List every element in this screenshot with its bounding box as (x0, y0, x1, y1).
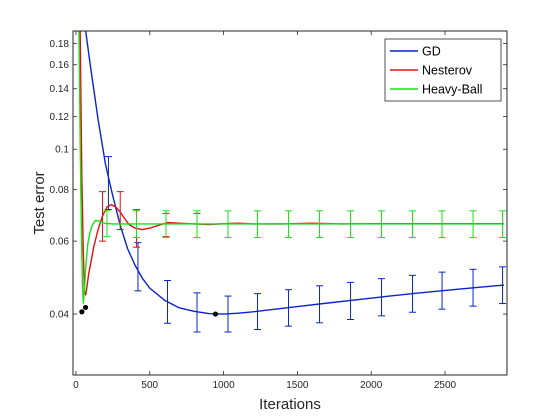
x-tick-label: 500 (141, 380, 158, 391)
y-tick-label: 0.14 (50, 84, 70, 95)
x-tick-label: 2500 (434, 380, 457, 391)
y-tick-label: 0.12 (50, 112, 70, 123)
y-tick-label: 0.04 (50, 310, 70, 321)
x-tick-label: 1500 (286, 380, 309, 391)
axes: 0 500 1000 1500 2000 2500 0.04 0.06 0.08 0.1 0.12 0… (50, 31, 507, 391)
minimum-marker-nesterov (82, 304, 89, 311)
legend: GD Nesterov Heavy-Ball (384, 38, 502, 102)
x-axis-label: Iterations (259, 396, 321, 413)
minimum-marker-heavy-ball (79, 309, 85, 315)
plot-frame (72, 30, 508, 376)
y-tick-label: 0.08 (50, 185, 70, 196)
series-layer (78, 31, 507, 333)
x-tick-label: 0 (73, 380, 79, 391)
y-tick-label: 0.18 (50, 39, 70, 50)
legend-label-heavy-ball: Heavy-Ball (422, 83, 482, 97)
series-line-heavy-ball (78, 31, 505, 304)
y-tick-label: 0.1 (55, 145, 69, 156)
y-axis-label: Test error (31, 171, 48, 234)
legend-label-gd: GD (422, 45, 441, 59)
minimum-marker-gd (212, 311, 219, 317)
y-tick-label: 0.16 (50, 60, 70, 71)
x-tick-label: 2000 (360, 380, 383, 391)
legend-label-nesterov: Nesterov (422, 64, 473, 78)
series-line-gd (84, 31, 505, 315)
x-tick-label: 1000 (212, 380, 235, 391)
series-heavy-ball (78, 31, 507, 304)
y-tick-label: 0.06 (50, 237, 70, 248)
